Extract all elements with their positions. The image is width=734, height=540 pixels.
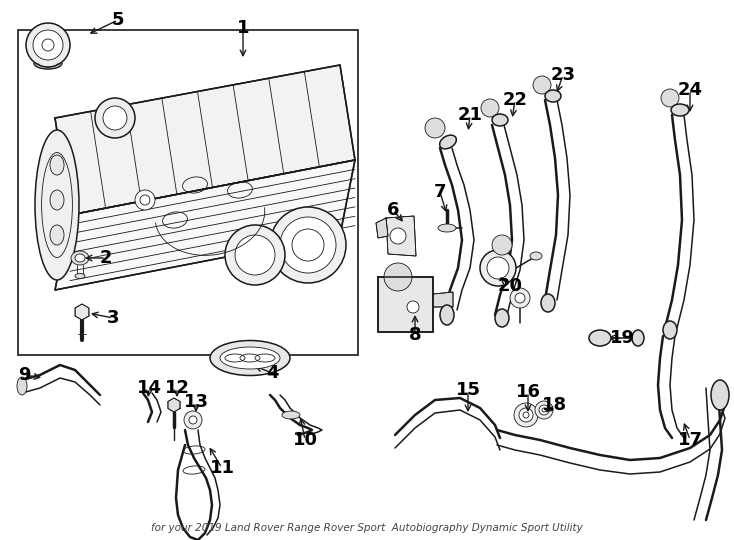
Circle shape <box>481 99 499 117</box>
Text: 9: 9 <box>18 366 30 384</box>
Ellipse shape <box>50 190 64 210</box>
Ellipse shape <box>220 347 280 369</box>
Circle shape <box>510 288 530 308</box>
Circle shape <box>103 106 127 130</box>
Polygon shape <box>168 398 180 412</box>
Circle shape <box>95 98 135 138</box>
Circle shape <box>189 416 197 424</box>
Circle shape <box>280 217 336 273</box>
Ellipse shape <box>492 114 508 126</box>
Text: 8: 8 <box>409 326 421 344</box>
Text: 20: 20 <box>498 277 523 295</box>
Circle shape <box>235 235 275 275</box>
Circle shape <box>33 30 63 60</box>
Text: 5: 5 <box>112 11 124 29</box>
Polygon shape <box>55 160 355 290</box>
Circle shape <box>492 235 512 255</box>
Ellipse shape <box>632 330 644 346</box>
Ellipse shape <box>541 294 555 312</box>
Text: 4: 4 <box>266 364 278 382</box>
Circle shape <box>523 412 529 418</box>
Circle shape <box>480 250 516 286</box>
Circle shape <box>539 405 549 415</box>
Ellipse shape <box>663 321 677 339</box>
Bar <box>18 30 358 355</box>
Text: 7: 7 <box>434 183 446 201</box>
Ellipse shape <box>440 305 454 325</box>
Ellipse shape <box>545 90 561 102</box>
Polygon shape <box>386 216 416 256</box>
Polygon shape <box>55 65 355 215</box>
Circle shape <box>515 293 525 303</box>
Circle shape <box>184 411 202 429</box>
Text: 16: 16 <box>515 383 540 401</box>
Circle shape <box>42 39 54 51</box>
Text: 24: 24 <box>677 81 702 99</box>
Text: 22: 22 <box>503 91 528 109</box>
Circle shape <box>384 263 412 291</box>
Circle shape <box>390 228 406 244</box>
Polygon shape <box>378 277 433 332</box>
Ellipse shape <box>671 104 689 116</box>
Polygon shape <box>433 292 453 307</box>
Ellipse shape <box>17 377 27 395</box>
Circle shape <box>140 195 150 205</box>
Ellipse shape <box>50 225 64 245</box>
Text: 11: 11 <box>209 459 234 477</box>
Circle shape <box>292 229 324 261</box>
Ellipse shape <box>495 309 509 327</box>
Ellipse shape <box>50 155 64 175</box>
Text: 21: 21 <box>457 106 482 124</box>
Text: 10: 10 <box>293 431 318 449</box>
Ellipse shape <box>75 254 85 262</box>
Text: for your 2019 Land Rover Range Rover Sport  Autobiography Dynamic Sport Utility: for your 2019 Land Rover Range Rover Spo… <box>151 523 583 533</box>
Text: 13: 13 <box>184 393 208 411</box>
Circle shape <box>542 408 546 412</box>
Circle shape <box>661 89 679 107</box>
Ellipse shape <box>440 135 457 149</box>
Text: 12: 12 <box>164 379 189 397</box>
Circle shape <box>514 403 538 427</box>
Ellipse shape <box>35 130 79 280</box>
Text: 15: 15 <box>456 381 481 399</box>
Text: 1: 1 <box>237 19 250 37</box>
Circle shape <box>425 118 445 138</box>
Circle shape <box>407 301 419 313</box>
Ellipse shape <box>282 411 300 419</box>
Ellipse shape <box>75 273 85 279</box>
Circle shape <box>519 408 533 422</box>
Text: 18: 18 <box>542 396 567 414</box>
Circle shape <box>135 190 155 210</box>
Ellipse shape <box>438 224 456 232</box>
Circle shape <box>270 207 346 283</box>
Polygon shape <box>75 304 89 320</box>
Text: 2: 2 <box>100 249 112 267</box>
Text: 23: 23 <box>550 66 575 84</box>
Text: 6: 6 <box>387 201 399 219</box>
Ellipse shape <box>530 252 542 260</box>
Text: 19: 19 <box>609 329 634 347</box>
Polygon shape <box>376 218 388 238</box>
Ellipse shape <box>589 330 611 346</box>
Text: 14: 14 <box>137 379 161 397</box>
Ellipse shape <box>210 341 290 375</box>
Circle shape <box>533 76 551 94</box>
Ellipse shape <box>71 251 89 265</box>
Ellipse shape <box>711 380 729 410</box>
Circle shape <box>594 332 606 344</box>
Text: 3: 3 <box>106 309 119 327</box>
Circle shape <box>535 401 553 419</box>
Circle shape <box>26 23 70 67</box>
Text: 17: 17 <box>677 431 702 449</box>
Circle shape <box>487 257 509 279</box>
Circle shape <box>225 225 285 285</box>
